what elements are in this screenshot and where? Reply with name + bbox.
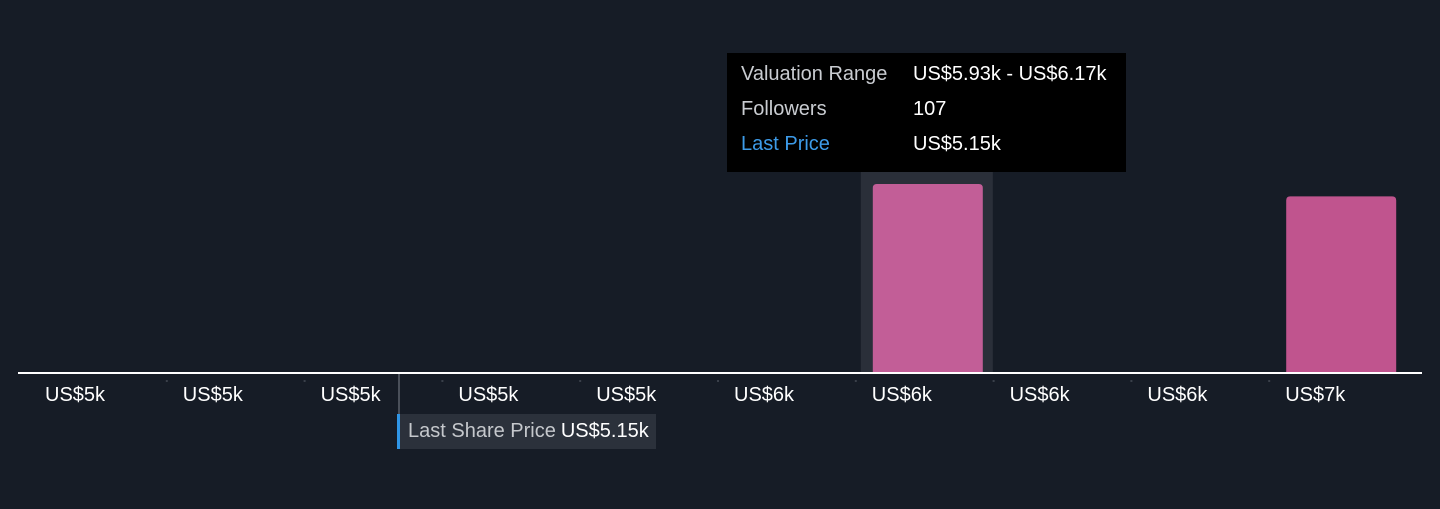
x-tick-label: US$6k [872,384,933,406]
bar-6 [872,184,983,373]
tick-separator [303,380,306,382]
tick-separator [165,380,168,382]
tooltip-row-last-price: Last Price US$5.15k [741,132,1112,167]
x-tick-label: US$5k [321,384,382,406]
tick-separator [854,380,857,382]
tick-separator [717,380,719,382]
tooltip-key: Last Price [741,133,830,155]
tooltip-value: US$5.15k [913,133,1001,155]
tooltip-key: Valuation Range [741,63,888,85]
x-tick-label: US$5k [458,384,519,406]
tooltip-key: Followers [741,98,827,120]
x-tick-label: US$5k [45,384,106,406]
tick-separator [1268,380,1271,382]
x-tick-label: US$6k [1010,384,1071,406]
x-tick-label: US$5k [183,384,244,406]
tick-separator [992,380,995,382]
tooltip-row-valuation-range: Valuation Range US$5.93k - US$6.17k [741,62,1112,97]
tick-separator [579,380,582,382]
x-tick-label: US$7k [1285,384,1346,406]
bar-tooltip: Valuation Range US$5.93k - US$6.17k Foll… [727,53,1126,172]
x-tick-label: US$6k [1147,384,1208,406]
last-share-price-label: Last Share Price [408,420,556,442]
tick-separator [441,380,444,382]
last-share-price-value: US$5.15k [560,420,649,442]
last-share-price-marker-label: Last Share Price US$5.15k [397,414,656,449]
x-tick-label: US$6k [734,384,795,406]
x-tick-label: US$5k [596,384,657,406]
tooltip-value: US$5.93k - US$6.17k [913,63,1107,85]
bar-9 [1286,196,1397,373]
tooltip-value: 107 [913,98,947,120]
tooltip-row-followers: Followers 107 [741,97,1112,132]
tick-separator [1130,380,1133,382]
